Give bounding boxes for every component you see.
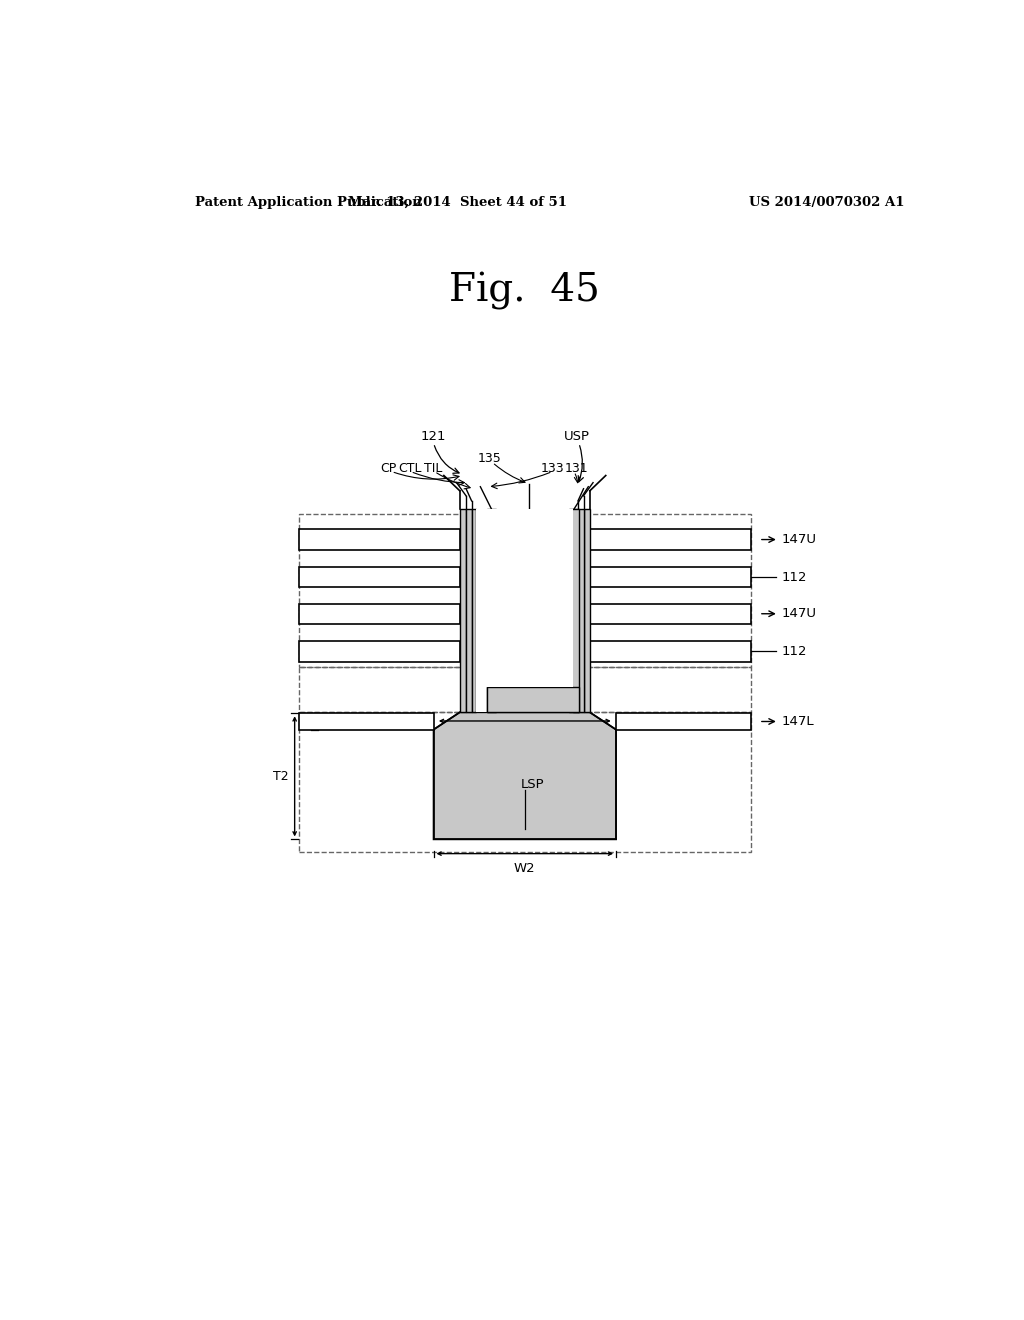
Bar [299, 515, 751, 667]
Bar [590, 529, 751, 549]
Text: 131: 131 [564, 462, 588, 475]
Bar [590, 603, 751, 624]
Bar [460, 510, 590, 713]
Bar [460, 510, 466, 713]
Bar [299, 642, 460, 661]
Bar [299, 603, 460, 624]
Bar [299, 568, 460, 587]
Text: W2: W2 [514, 862, 536, 875]
Text: 135: 135 [478, 451, 502, 465]
Bar [299, 529, 460, 549]
Bar [578, 510, 584, 713]
Bar [573, 510, 578, 713]
Text: Patent Application Publication: Patent Application Publication [196, 195, 422, 209]
Text: 121: 121 [421, 430, 446, 444]
Text: 147L: 147L [781, 715, 814, 729]
Polygon shape [433, 713, 616, 840]
Text: W3: W3 [514, 696, 536, 709]
Text: CTL: CTL [398, 462, 422, 475]
Text: USP: USP [563, 430, 590, 444]
Text: US 2014/0070302 A1: US 2014/0070302 A1 [749, 195, 904, 209]
Bar [299, 713, 751, 851]
Bar [299, 667, 751, 713]
Text: 112: 112 [781, 645, 807, 657]
Bar [590, 642, 751, 661]
Text: Fig.  45: Fig. 45 [450, 272, 600, 309]
Text: CP: CP [380, 462, 396, 475]
Bar [476, 510, 573, 686]
Bar [476, 510, 573, 713]
Bar [584, 510, 590, 713]
Text: 133: 133 [541, 462, 564, 475]
Bar [616, 713, 751, 730]
Bar [486, 686, 579, 713]
Bar [472, 510, 476, 713]
Text: Mar. 13, 2014  Sheet 44 of 51: Mar. 13, 2014 Sheet 44 of 51 [348, 195, 567, 209]
Bar [590, 568, 751, 587]
Text: 147U: 147U [781, 607, 816, 620]
Text: TIL: TIL [424, 462, 442, 475]
Bar [486, 510, 497, 713]
Text: T2: T2 [272, 770, 289, 783]
Bar [497, 510, 569, 686]
Text: 147U: 147U [781, 533, 816, 546]
Bar [466, 510, 472, 713]
Bar [299, 713, 433, 730]
Text: 112: 112 [781, 570, 807, 583]
Text: LSP: LSP [521, 777, 545, 791]
Bar [569, 510, 579, 713]
Text: T1: T1 [321, 715, 337, 729]
